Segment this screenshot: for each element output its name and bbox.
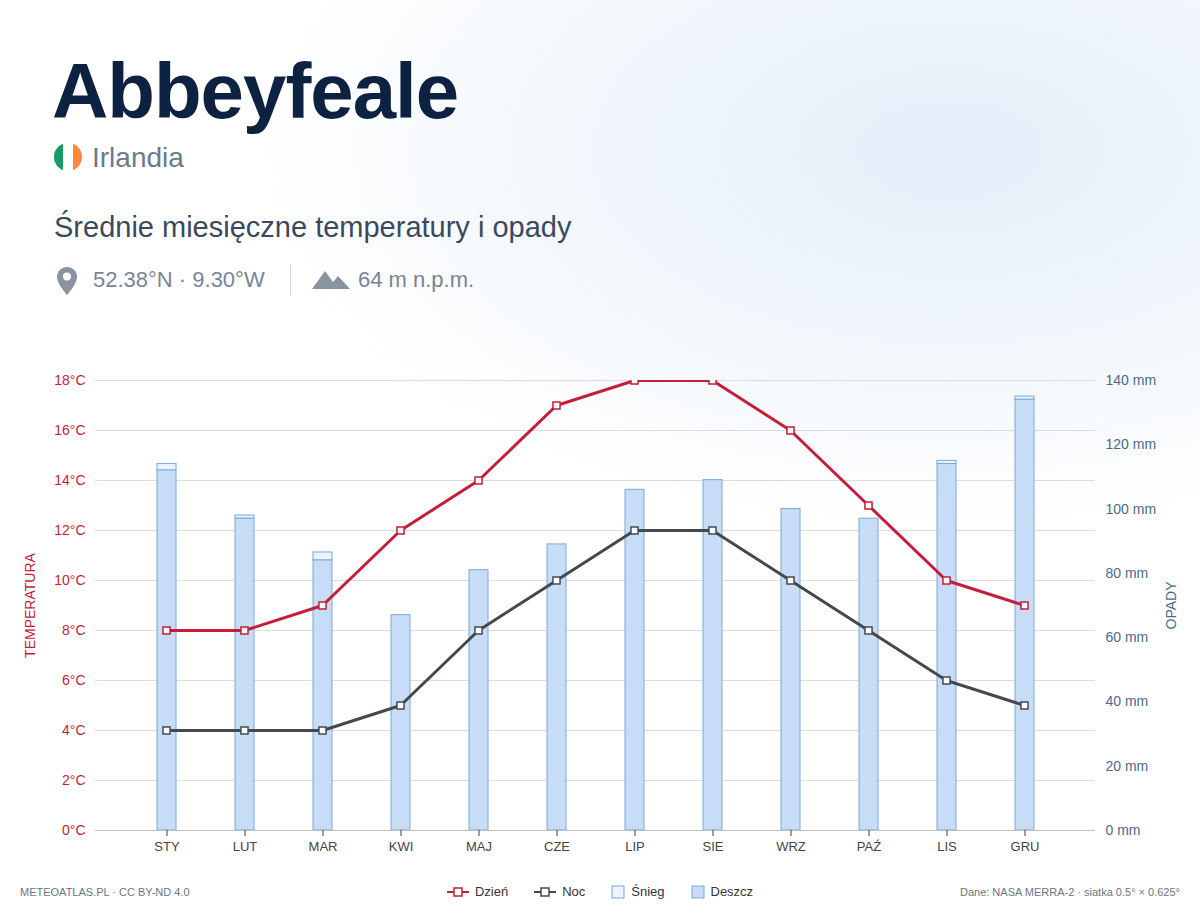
svg-text:100 mm: 100 mm [1106,501,1157,517]
svg-text:LUT: LUT [233,839,258,854]
svg-text:18°C: 18°C [54,372,85,388]
html-text:Noc: Noc [562,884,586,899]
svg-text:8°C: 8°C [62,622,86,638]
svg-text:14°C: 14°C [54,472,85,488]
html-text:Deszcz: Deszcz [710,884,754,899]
html-text:METEOATLAS.PL · CC BY-ND 4.0: METEOATLAS.PL · CC BY-ND 4.0 [20,886,190,898]
svg-text:MAJ: MAJ [466,839,492,854]
svg-text:120 mm: 120 mm [1106,436,1157,452]
svg-text:LIP: LIP [625,839,645,854]
svg-text:WRZ: WRZ [776,839,806,854]
html-text:Średnie miesięczne temperatury: Średnie miesięczne temperatury i opady [54,211,572,243]
svg-text:16°C: 16°C [54,422,85,438]
html-text:Śnieg: Śnieg [631,884,665,899]
svg-text:6°C: 6°C [62,672,86,688]
svg-text:60 mm: 60 mm [1106,629,1149,645]
svg-text:LIS: LIS [937,839,957,854]
html-text:52.38°N · 9.30°W: 52.38°N · 9.30°W [93,267,265,292]
svg-text:MAR: MAR [309,839,338,854]
svg-text:KWI: KWI [389,839,414,854]
svg-text:PAŹ: PAŹ [857,839,881,854]
html-text:Abbeyfeale: Abbeyfeale [52,47,459,135]
svg-text:0 mm: 0 mm [1106,822,1141,838]
svg-text:OPADY: OPADY [1163,581,1179,630]
svg-text:CZE: CZE [544,839,570,854]
svg-text:140 mm: 140 mm [1106,372,1157,388]
svg-text:4°C: 4°C [62,722,86,738]
html-text:Irlandia: Irlandia [92,142,184,173]
svg-text:GRU: GRU [1011,839,1040,854]
svg-text:TEMPERATURA: TEMPERATURA [22,552,38,657]
svg-text:STY: STY [154,839,180,854]
svg-text:SIE: SIE [703,839,724,854]
html-text:Dane: NASA MERRA-2 · siatka 0.: Dane: NASA MERRA-2 · siatka 0.5° × 0.625… [960,886,1180,898]
html-text:Dzień: Dzień [474,884,509,899]
svg-text:80 mm: 80 mm [1106,565,1149,581]
svg-text:0°C: 0°C [62,822,86,838]
svg-text:12°C: 12°C [54,522,85,538]
html-text:64 m n.p.m.: 64 m n.p.m. [358,267,475,292]
svg-text:40 mm: 40 mm [1106,693,1149,709]
svg-text:10°C: 10°C [54,572,85,588]
svg-text:20 mm: 20 mm [1106,758,1149,774]
svg-text:2°C: 2°C [62,772,86,788]
